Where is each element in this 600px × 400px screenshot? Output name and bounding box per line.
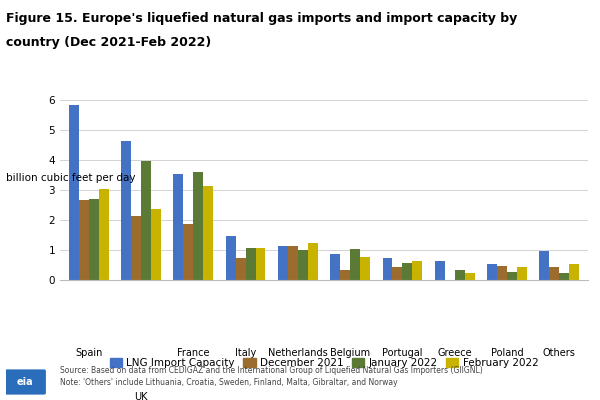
Text: Note: 'Others' include Lithuania, Croatia, Sweden, Finland, Malta, Gibraltar, an: Note: 'Others' include Lithuania, Croati… — [60, 378, 398, 387]
Bar — [89, 199, 98, 280]
Text: billion cubic feet per day: billion cubic feet per day — [6, 173, 136, 183]
Bar — [412, 260, 422, 280]
Bar — [487, 264, 497, 280]
Text: Belgium: Belgium — [330, 348, 370, 358]
Bar — [569, 264, 579, 280]
Bar — [121, 140, 131, 280]
Bar — [350, 248, 360, 280]
Bar — [236, 258, 245, 280]
Bar — [559, 272, 569, 280]
Bar — [330, 254, 340, 280]
Bar — [256, 248, 265, 280]
Bar — [79, 200, 89, 280]
Text: France: France — [177, 348, 209, 358]
Text: eia: eia — [17, 377, 33, 387]
Bar — [245, 248, 256, 280]
Bar — [392, 266, 403, 280]
Bar — [464, 272, 475, 280]
Bar — [173, 174, 184, 280]
Bar — [340, 270, 350, 280]
Bar — [435, 260, 445, 280]
FancyBboxPatch shape — [4, 370, 46, 394]
Bar — [193, 172, 203, 280]
Bar — [539, 251, 550, 280]
Text: Portugal: Portugal — [382, 348, 422, 358]
Text: Figure 15. Europe's liquefied natural gas imports and import capacity by: Figure 15. Europe's liquefied natural ga… — [6, 12, 517, 25]
Bar — [507, 272, 517, 280]
Text: Italy: Italy — [235, 348, 256, 358]
Bar — [288, 246, 298, 280]
Bar — [226, 236, 236, 280]
Legend: LNG Import Capacity, December 2021, January 2022, February 2022: LNG Import Capacity, December 2021, Janu… — [106, 354, 542, 372]
Bar — [98, 188, 109, 280]
Bar — [69, 105, 79, 280]
Bar — [550, 266, 559, 280]
Bar — [455, 270, 464, 280]
Text: Source: Based on data from CEDIGAZ and the International Group of Liquefied Natu: Source: Based on data from CEDIGAZ and t… — [60, 366, 483, 375]
Text: country (Dec 2021-Feb 2022): country (Dec 2021-Feb 2022) — [6, 36, 211, 49]
Text: Poland: Poland — [491, 348, 523, 358]
Bar — [203, 186, 213, 280]
Bar — [141, 160, 151, 280]
Text: Others: Others — [543, 348, 575, 358]
Bar — [131, 216, 141, 280]
Bar — [517, 267, 527, 280]
Bar — [151, 209, 161, 280]
Text: UK: UK — [134, 392, 148, 400]
Bar — [308, 243, 318, 280]
Bar — [497, 266, 507, 280]
Text: Greece: Greece — [437, 348, 472, 358]
Bar — [278, 246, 288, 280]
Bar — [403, 262, 412, 280]
Bar — [184, 224, 193, 280]
Bar — [383, 258, 392, 280]
Text: Netherlands: Netherlands — [268, 348, 328, 358]
Bar — [298, 250, 308, 280]
Text: Spain: Spain — [75, 348, 103, 358]
Bar — [360, 257, 370, 280]
